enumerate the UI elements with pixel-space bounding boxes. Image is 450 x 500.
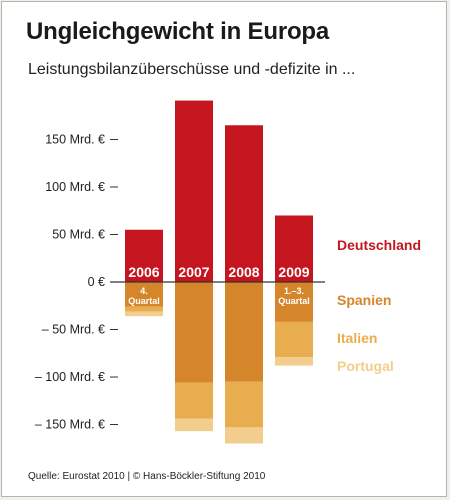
legend: Deutschland Spanien Italien Portugal <box>337 237 421 374</box>
bar-deutschland-2006 <box>125 229 163 282</box>
chart-subtitle: Leistungsbilanzüberschüsse und -defizite… <box>28 61 356 78</box>
y-tick-label: 50 Mrd. € <box>52 228 105 242</box>
bar-portugal-2008 <box>225 427 263 444</box>
legend-portugal: Portugal <box>337 358 394 374</box>
legend-italien: Italien <box>337 330 377 346</box>
year-label-2006: 2006 <box>128 264 159 280</box>
year-label-2007: 2007 <box>178 264 209 280</box>
quarter-note-2009: Quartal <box>278 296 310 306</box>
year-label-2008: 2008 <box>228 264 259 280</box>
quarter-note-2006: Quartal <box>128 296 160 306</box>
bar-spanien-2008 <box>225 282 263 382</box>
bar-italien-2008 <box>225 381 263 428</box>
y-tick-label: 0 € <box>88 275 105 289</box>
y-tick-label: – 150 Mrd. € <box>35 418 105 432</box>
bar-italien-2009 <box>275 321 313 358</box>
bar-spanien-2006 <box>125 282 163 307</box>
year-label-2009: 2009 <box>278 264 309 280</box>
y-tick-label: – 100 Mrd. € <box>35 370 105 384</box>
bar-deutschland-2008 <box>225 125 263 282</box>
bars <box>125 100 313 444</box>
y-axis-ticks: 150 Mrd. € 100 Mrd. € 50 Mrd. € 0 € – 50 Mrd… <box>35 133 118 432</box>
quarter-note-2009: 1.–3. <box>284 286 304 296</box>
bar-portugal-2009 <box>275 357 313 366</box>
y-tick-label: 100 Mrd. € <box>45 180 105 194</box>
legend-deutschland: Deutschland <box>337 237 421 253</box>
bar-portugal-2006 <box>125 311 163 317</box>
source-note: Quelle: Eurostat 2010 | © Hans-Böckler-S… <box>28 471 266 482</box>
bar-deutschland-2009 <box>275 215 313 282</box>
bar-portugal-2007 <box>175 418 213 432</box>
quarter-note-2006: 4. <box>140 286 148 296</box>
bar-spanien-2007 <box>175 282 213 383</box>
y-tick-label: 150 Mrd. € <box>45 133 105 147</box>
bar-deutschland-2007 <box>175 100 213 282</box>
chart-title: Ungleichgewicht in Europa <box>26 18 330 45</box>
legend-spanien: Spanien <box>337 292 391 308</box>
bar-italien-2006 <box>125 306 163 312</box>
bar-spanien-2009 <box>275 282 313 322</box>
bar-italien-2007 <box>175 382 213 419</box>
y-tick-label: – 50 Mrd. € <box>42 323 105 337</box>
